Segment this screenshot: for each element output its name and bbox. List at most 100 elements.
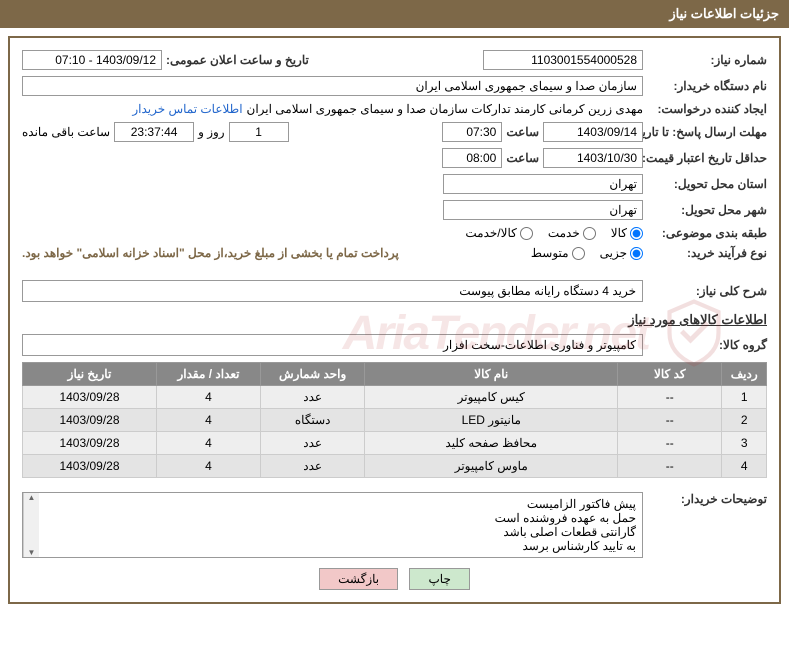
row-need-number: شماره نیاز: 1103001554000528 تاریخ و ساع… bbox=[22, 50, 767, 70]
row-buyer-org: نام دستگاه خریدار: سازمان صدا و سیمای جم… bbox=[22, 76, 767, 96]
row-buyer-notes: توضیحات خریدار: پیش فاکتور الزامیستحمل ب… bbox=[22, 492, 767, 558]
price-validity-time: 08:00 bbox=[442, 148, 502, 168]
table-row: 2--مانیتور LEDدستگاه41403/09/28 bbox=[23, 409, 767, 432]
table-header-cell: کد کالا bbox=[618, 363, 722, 386]
watermark: AriaTender.net bbox=[343, 298, 729, 368]
need-desc-label: شرح کلی نیاز: bbox=[647, 284, 767, 298]
announce-label: تاریخ و ساعت اعلان عمومی: bbox=[166, 53, 309, 67]
city-value: تهران bbox=[443, 200, 643, 220]
requester-label: ایجاد کننده درخواست: bbox=[647, 102, 767, 116]
table-header-cell: واحد شمارش bbox=[261, 363, 365, 386]
scrollbar[interactable]: ▲ ▼ bbox=[23, 493, 39, 557]
buyer-notes-label: توضیحات خریدار: bbox=[647, 492, 767, 506]
table-row: 4--ماوس کامپیوترعدد41403/09/28 bbox=[23, 455, 767, 478]
table-cell: عدد bbox=[261, 386, 365, 409]
category-label: طبقه بندی موضوعی: bbox=[647, 226, 767, 240]
table-cell: 1403/09/28 bbox=[23, 455, 157, 478]
price-validity-date: 1403/10/30 bbox=[543, 148, 643, 168]
back-button[interactable]: بازگشت bbox=[319, 568, 398, 590]
need-number-label: شماره نیاز: bbox=[647, 53, 767, 67]
radio-goods-input[interactable] bbox=[630, 227, 643, 240]
table-header-cell: تاریخ نیاز bbox=[23, 363, 157, 386]
row-city: شهر محل تحویل: تهران bbox=[22, 200, 767, 220]
remaining-label: ساعت باقی مانده bbox=[22, 125, 110, 139]
table-cell: 1403/09/28 bbox=[23, 386, 157, 409]
table-cell: 4 bbox=[156, 432, 260, 455]
buyer-notes-content: پیش فاکتور الزامیستحمل به عهده فروشنده ا… bbox=[29, 497, 636, 553]
table-cell: 1 bbox=[722, 386, 767, 409]
city-label: شهر محل تحویل: bbox=[647, 203, 767, 217]
table-cell: 3 bbox=[722, 432, 767, 455]
row-purchase-type: نوع فرآیند خرید: جزیی متوسط پرداخت تمام … bbox=[22, 246, 767, 260]
requester-value: مهدی زرین کرمانی کارمند تدارکات سازمان ص… bbox=[247, 102, 643, 116]
table-cell: 4 bbox=[156, 409, 260, 432]
radio-service-input[interactable] bbox=[583, 227, 596, 240]
scroll-up-icon[interactable]: ▲ bbox=[28, 493, 36, 502]
table-header-cell: تعداد / مقدار bbox=[156, 363, 260, 386]
category-radio-group: کالا خدمت کالا/خدمت bbox=[465, 226, 643, 240]
radio-medium[interactable]: متوسط bbox=[531, 246, 585, 260]
days-remaining: 1 bbox=[229, 122, 289, 142]
header-title: جزئیات اطلاعات نیاز bbox=[669, 6, 779, 21]
goods-group-value: کامپیوتر و فناوری اطلاعات-سخت افزار bbox=[22, 334, 643, 356]
goods-table: ردیفکد کالانام کالاواحد شمارشتعداد / مقد… bbox=[22, 362, 767, 478]
row-goods-group: گروه کالا: کامپیوتر و فناوری اطلاعات-سخت… bbox=[22, 334, 767, 356]
announce-value: 1403/09/12 - 07:10 bbox=[22, 50, 162, 70]
goods-group-label: گروه کالا: bbox=[647, 338, 767, 352]
radio-service[interactable]: خدمت bbox=[548, 226, 596, 240]
table-cell: 1403/09/28 bbox=[23, 432, 157, 455]
scroll-down-icon[interactable]: ▼ bbox=[28, 548, 36, 557]
row-province: استان محل تحویل: تهران bbox=[22, 174, 767, 194]
row-need-desc: شرح کلی نیاز: خرید 4 دستگاه رایانه مطابق… bbox=[22, 280, 767, 302]
table-row: 3--محافظ صفحه کلیدعدد41403/09/28 bbox=[23, 432, 767, 455]
time-label-2: ساعت bbox=[506, 151, 539, 165]
table-cell: -- bbox=[618, 386, 722, 409]
radio-goods[interactable]: کالا bbox=[611, 226, 643, 240]
table-cell: 2 bbox=[722, 409, 767, 432]
table-cell: -- bbox=[618, 432, 722, 455]
days-and-label: روز و bbox=[198, 125, 225, 139]
need-desc-value: خرید 4 دستگاه رایانه مطابق پیوست bbox=[22, 280, 643, 302]
table-header-cell: ردیف bbox=[722, 363, 767, 386]
province-value: تهران bbox=[443, 174, 643, 194]
buyer-note-line: گارانتی قطعات اصلی باشد bbox=[29, 525, 636, 539]
table-row: 1--کیس کامپیوترعدد41403/09/28 bbox=[23, 386, 767, 409]
goods-section-title: اطلاعات کالاهای مورد نیاز bbox=[22, 312, 767, 328]
main-panel: AriaTender.net شماره نیاز: 1103001554000… bbox=[8, 36, 781, 604]
row-price-validity: حداقل تاریخ اعتبار قیمت: تا تاریخ: 1403/… bbox=[22, 148, 767, 168]
buyer-notes-box[interactable]: پیش فاکتور الزامیستحمل به عهده فروشنده ا… bbox=[22, 492, 643, 558]
header-bar: جزئیات اطلاعات نیاز bbox=[0, 0, 789, 28]
table-cell: 4 bbox=[722, 455, 767, 478]
table-cell: 1403/09/28 bbox=[23, 409, 157, 432]
buyer-note-line: حمل به عهده فروشنده است bbox=[29, 511, 636, 525]
table-header-row: ردیفکد کالانام کالاواحد شمارشتعداد / مقد… bbox=[23, 363, 767, 386]
radio-small[interactable]: جزیی bbox=[600, 246, 643, 260]
deadline-date: 1403/09/14 bbox=[543, 122, 643, 142]
buyer-note-line: به تایید کارشناس برسد bbox=[29, 539, 636, 553]
row-category: طبقه بندی موضوعی: کالا خدمت کالا/خدمت bbox=[22, 226, 767, 240]
contact-link[interactable]: اطلاعات تماس خریدار bbox=[132, 102, 242, 116]
table-cell: عدد bbox=[261, 455, 365, 478]
table-cell: -- bbox=[618, 409, 722, 432]
table-cell: 4 bbox=[156, 455, 260, 478]
radio-goods-service-input[interactable] bbox=[520, 227, 533, 240]
table-cell: مانیتور LED bbox=[365, 409, 618, 432]
table-body: 1--کیس کامپیوترعدد41403/09/282--مانیتور … bbox=[23, 386, 767, 478]
table-cell: دستگاه bbox=[261, 409, 365, 432]
radio-goods-service[interactable]: کالا/خدمت bbox=[465, 226, 532, 240]
purchase-type-radio-group: جزیی متوسط bbox=[531, 246, 643, 260]
watermark-shield-icon bbox=[659, 298, 729, 368]
time-label-1: ساعت bbox=[506, 125, 539, 139]
print-button[interactable]: چاپ bbox=[409, 568, 469, 590]
radio-medium-input[interactable] bbox=[572, 247, 585, 260]
table-cell: کیس کامپیوتر bbox=[365, 386, 618, 409]
countdown: 23:37:44 bbox=[114, 122, 194, 142]
deadline-time: 07:30 bbox=[442, 122, 502, 142]
table-cell: محافظ صفحه کلید bbox=[365, 432, 618, 455]
need-number-value: 1103001554000528 bbox=[483, 50, 643, 70]
buyer-note-line: پیش فاکتور الزامیست bbox=[29, 497, 636, 511]
table-cell: 4 bbox=[156, 386, 260, 409]
table-cell: ماوس کامپیوتر bbox=[365, 455, 618, 478]
radio-small-input[interactable] bbox=[630, 247, 643, 260]
deadline-label: مهلت ارسال پاسخ: تا تاریخ: bbox=[647, 125, 767, 139]
